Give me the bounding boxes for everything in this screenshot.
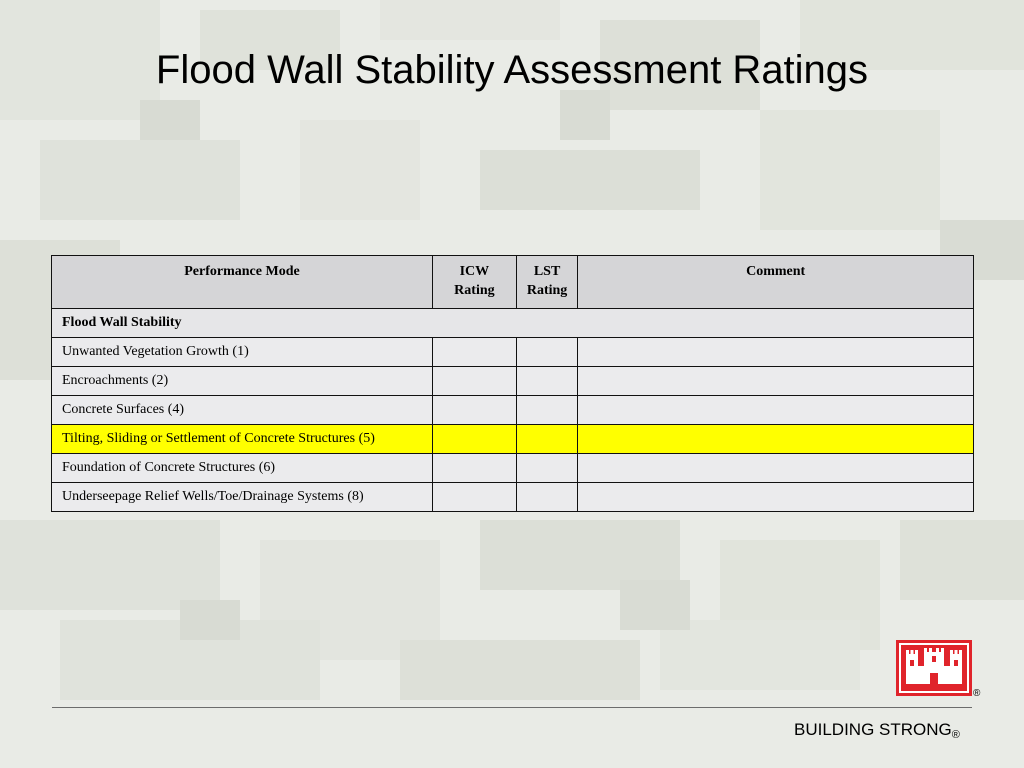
comment-cell bbox=[577, 453, 974, 483]
logo-registered-mark: ® bbox=[973, 688, 981, 699]
castle-logo-icon bbox=[896, 640, 972, 696]
performance-mode-header: Performance Mode bbox=[51, 255, 433, 309]
tagline-text: BUILDING STRONG bbox=[794, 720, 952, 739]
icw-cell bbox=[431, 366, 517, 396]
icw-cell bbox=[431, 395, 517, 425]
lst-cell bbox=[515, 453, 579, 483]
table-row: Underseepage Relief Wells/Toe/Drainage S… bbox=[51, 482, 974, 512]
comment-cell bbox=[577, 424, 974, 454]
comment-header: Comment bbox=[577, 255, 974, 309]
lst-cell bbox=[515, 337, 579, 367]
slide-title: Flood Wall Stability Assessment Ratings bbox=[155, 48, 869, 92]
lst-cell bbox=[515, 424, 579, 454]
icw-cell bbox=[431, 453, 517, 483]
icw-cell bbox=[431, 424, 517, 454]
section-title: Flood Wall Stability bbox=[51, 308, 974, 338]
table-row: Unwanted Vegetation Growth (1) bbox=[51, 337, 974, 367]
icw-rating-header: ICW Rating bbox=[431, 255, 517, 309]
icw-header-line2: Rating bbox=[454, 283, 495, 298]
section-row: Flood Wall Stability bbox=[51, 308, 974, 338]
mode-cell: Tilting, Sliding or Settlement of Concre… bbox=[51, 424, 433, 454]
mode-cell: Unwanted Vegetation Growth (1) bbox=[51, 337, 433, 367]
mode-cell: Foundation of Concrete Structures (6) bbox=[51, 453, 433, 483]
comment-cell bbox=[577, 337, 974, 367]
tagline-registered-mark: ® bbox=[951, 729, 960, 741]
table-row: Concrete Surfaces (4) bbox=[51, 395, 974, 425]
lst-cell bbox=[515, 366, 579, 396]
comment-cell bbox=[577, 482, 974, 512]
comment-cell bbox=[577, 366, 974, 396]
icw-header-line1: ICW bbox=[459, 264, 490, 279]
footer-divider bbox=[52, 707, 972, 708]
ratings-table: Performance Mode ICW Rating LST Rating Com… bbox=[51, 255, 974, 512]
icw-cell bbox=[431, 482, 517, 512]
lst-cell bbox=[515, 395, 579, 425]
comment-cell bbox=[577, 395, 974, 425]
icw-cell bbox=[431, 337, 517, 367]
header-row: Performance Mode ICW Rating LST Rating Com… bbox=[51, 255, 974, 309]
mode-cell: Underseepage Relief Wells/Toe/Drainage S… bbox=[51, 482, 433, 512]
table-row: Encroachments (2) bbox=[51, 366, 974, 396]
footer-tagline: BUILDING STRONG® bbox=[794, 720, 960, 741]
lst-header-line2: Rating bbox=[526, 283, 568, 298]
table-row-highlighted: Tilting, Sliding or Settlement of Concre… bbox=[51, 424, 974, 454]
lst-cell bbox=[515, 482, 579, 512]
lst-header-line1: LST bbox=[533, 264, 561, 279]
table-row: Foundation of Concrete Structures (6) bbox=[51, 453, 974, 483]
mode-cell: Concrete Surfaces (4) bbox=[51, 395, 433, 425]
mode-cell: Encroachments (2) bbox=[51, 366, 433, 396]
lst-rating-header: LST Rating bbox=[515, 255, 579, 309]
